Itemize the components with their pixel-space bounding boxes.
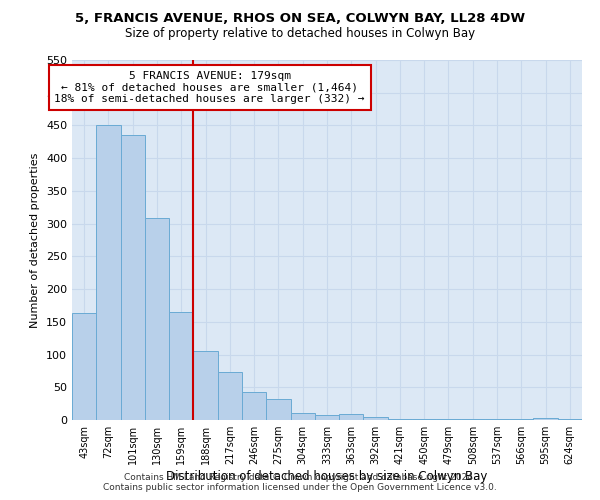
Bar bbox=[96, 126, 121, 420]
Text: Size of property relative to detached houses in Colwyn Bay: Size of property relative to detached ho… bbox=[125, 28, 475, 40]
Bar bbox=[193, 352, 218, 420]
X-axis label: Distribution of detached houses by size in Colwyn Bay: Distribution of detached houses by size … bbox=[166, 470, 488, 483]
Bar bbox=[121, 136, 145, 420]
Bar bbox=[533, 418, 558, 420]
Bar bbox=[339, 414, 364, 420]
Bar bbox=[412, 418, 436, 420]
Bar bbox=[169, 312, 193, 420]
Text: Contains HM Land Registry data © Crown copyright and database right 2024.
Contai: Contains HM Land Registry data © Crown c… bbox=[103, 473, 497, 492]
Bar bbox=[364, 418, 388, 420]
Bar bbox=[145, 218, 169, 420]
Text: 5, FRANCIS AVENUE, RHOS ON SEA, COLWYN BAY, LL28 4DW: 5, FRANCIS AVENUE, RHOS ON SEA, COLWYN B… bbox=[75, 12, 525, 26]
Y-axis label: Number of detached properties: Number of detached properties bbox=[31, 152, 40, 328]
Text: 5 FRANCIS AVENUE: 179sqm
← 81% of detached houses are smaller (1,464)
18% of sem: 5 FRANCIS AVENUE: 179sqm ← 81% of detach… bbox=[55, 71, 365, 104]
Bar bbox=[218, 372, 242, 420]
Bar bbox=[290, 414, 315, 420]
Bar bbox=[315, 415, 339, 420]
Bar bbox=[242, 392, 266, 420]
Bar bbox=[72, 314, 96, 420]
Bar bbox=[266, 399, 290, 420]
Bar bbox=[388, 418, 412, 420]
